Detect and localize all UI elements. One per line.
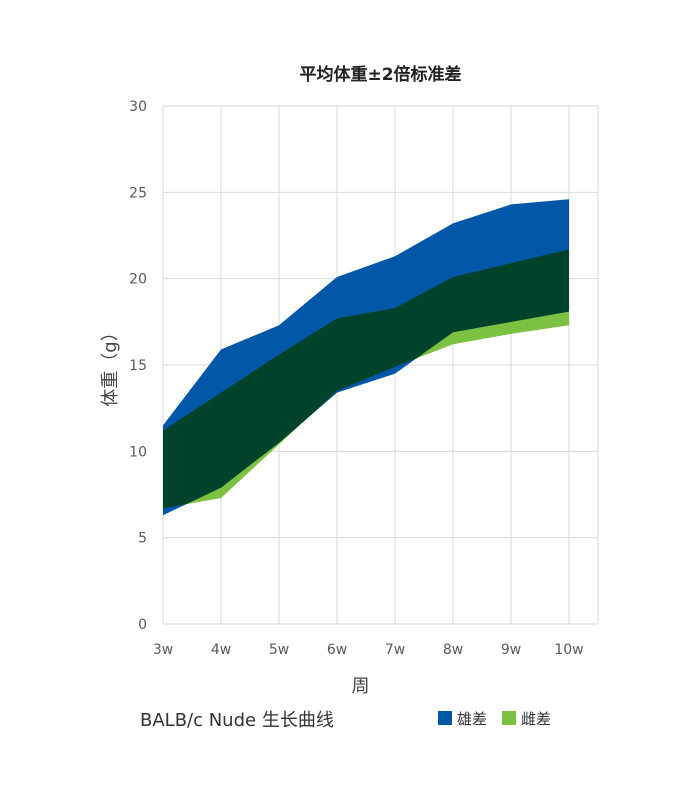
x-axis: 3w 4w 5w 6w 7w 8w 9w 10w xyxy=(153,642,584,658)
x-tick-label: 6w xyxy=(327,642,347,658)
y-axis: 0 5 10 15 20 25 30 xyxy=(129,99,147,633)
legend-swatch xyxy=(438,711,452,725)
x-tick-label: 8w xyxy=(443,642,463,658)
legend-swatch xyxy=(502,711,516,725)
y-tick-label: 20 xyxy=(129,272,147,288)
legend-label: 雄差 xyxy=(457,710,487,728)
bands xyxy=(163,199,569,516)
y-tick-label: 5 xyxy=(138,531,147,547)
legend: 雄差 雌差 xyxy=(438,710,551,728)
y-tick-label: 15 xyxy=(129,358,147,374)
y-tick-label: 0 xyxy=(138,617,147,633)
x-tick-label: 4w xyxy=(211,642,231,658)
y-tick-label: 30 xyxy=(129,99,147,115)
x-tick-label: 3w xyxy=(153,642,173,658)
x-axis-title: 周 xyxy=(352,676,370,697)
y-tick-label: 10 xyxy=(129,444,147,460)
legend-label: 雌差 xyxy=(521,710,551,728)
x-tick-label: 5w xyxy=(269,642,289,658)
chart-caption: BALB/c Nude 生长曲线 xyxy=(140,710,334,731)
x-tick-label: 9w xyxy=(501,642,521,658)
y-tick-label: 25 xyxy=(129,185,147,201)
band-overlap xyxy=(163,249,569,509)
x-tick-label: 7w xyxy=(385,642,405,658)
x-tick-label: 10w xyxy=(554,642,583,658)
chart-title: 平均体重±2倍标准差 xyxy=(299,64,461,85)
y-axis-title: 体重（g） xyxy=(100,323,121,406)
